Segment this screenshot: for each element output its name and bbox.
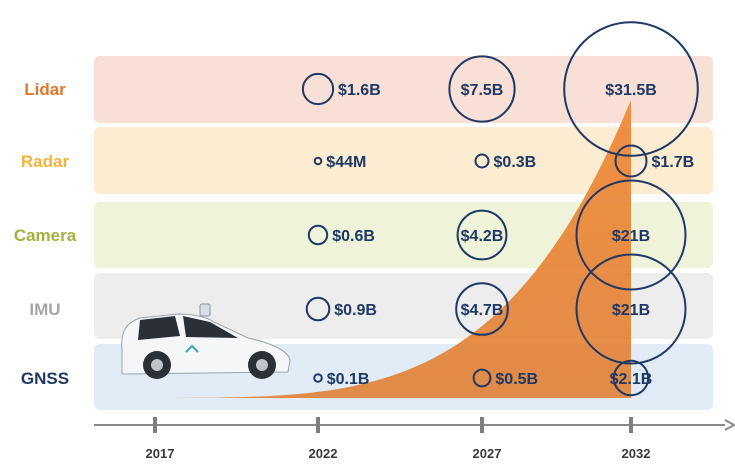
bubble-camera-2022 [307,224,329,246]
row-label-camera: Camera [14,226,77,245]
x-tick-2022 [316,417,320,433]
bubble-camera-2027 [456,209,508,261]
bubble-lidar-2022 [301,72,335,106]
value-label-imu-2022: $0.9B [334,302,377,319]
value-label-camera-2022: $0.6B [332,228,375,245]
value-label-camera-2027: $4.2B [461,228,504,245]
bubble-camera-2032 [575,179,687,291]
x-tick-label-2017: 2017 [146,446,175,461]
growth-area [112,100,631,398]
row-band-radar [94,127,713,194]
x-tick-2017 [153,417,157,433]
x-axis-arrow [724,419,735,431]
value-label-radar-2032: $1.7B [652,154,695,171]
row-label-lidar: Lidar [24,80,66,99]
row-label-radar: Radar [21,152,70,171]
x-tick-label-2027: 2027 [473,446,502,461]
value-label-gnss-2027: $0.5B [495,371,538,388]
x-tick-label-2022: 2022 [309,446,338,461]
row-band-lidar [94,56,713,123]
bubble-imu-2022 [305,296,331,322]
value-label-lidar-2022: $1.6B [338,82,381,99]
value-label-lidar-2027: $7.5B [461,82,504,99]
x-tick-2032 [629,417,633,433]
bubble-radar-2027 [474,153,490,169]
bubble-lidar-2032 [563,21,699,157]
bubble-gnss-2027 [472,368,492,388]
x-tick-2027 [480,417,484,433]
bubble-gnss-2022 [313,373,323,383]
value-label-imu-2027: $4.7B [461,302,504,319]
self-driving-car-image [121,303,291,379]
value-label-radar-2027: $0.3B [494,154,537,171]
value-label-gnss-2032: $2.1B [610,371,653,388]
value-label-radar-2022: $44M [326,154,366,171]
bubble-gnss-2032 [612,359,650,397]
value-label-gnss-2022: $0.1B [327,371,370,388]
row-label-imu: IMU [29,300,60,319]
bubble-imu-2027 [455,282,509,336]
bubble-lidar-2027 [448,55,516,123]
value-label-imu-2032: $21B [612,302,650,319]
bubble-radar-2022 [313,156,323,166]
x-tick-label-2032: 2032 [622,446,651,461]
bubble-radar-2032 [614,144,648,178]
value-label-camera-2032: $21B [612,228,650,245]
value-label-lidar-2032: $31.5B [605,82,657,99]
row-label-gnss: GNSS [21,369,69,388]
bubble-imu-2032 [575,253,687,365]
